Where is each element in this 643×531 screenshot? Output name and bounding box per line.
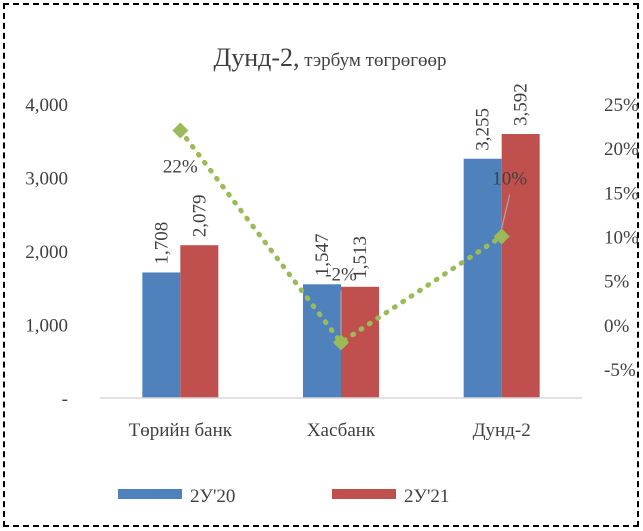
right-axis: -5% 0% 5% 10% 15% 20% 25% — [604, 95, 639, 381]
right-tick-label: 5% — [604, 272, 630, 293]
right-tick-label: 10% — [604, 228, 639, 249]
growth-leader-line — [501, 194, 511, 229]
bar-value-label: 3,592 — [511, 83, 532, 126]
bar-value-label: 1,513 — [350, 236, 371, 279]
left-tick-label: 2,000 — [25, 242, 68, 263]
left-tick-label: 3,000 — [25, 169, 68, 190]
growth-label: -2% — [325, 265, 357, 286]
chart-title: Дунд-2, тэрбум төгрөгөөр — [213, 43, 446, 72]
chart-title-main: Дунд-2, — [213, 43, 299, 72]
chart-title-sub: тэрбум төгрөгөөр — [300, 50, 447, 71]
left-tick-label: - — [62, 389, 68, 410]
left-tick-label: 4,000 — [25, 95, 68, 116]
category-label: Дунд-2 — [473, 420, 531, 441]
growth-label: 10% — [492, 169, 527, 190]
growth-series: 22% -2% 10% — [163, 122, 527, 351]
bar-series1 — [142, 272, 181, 398]
category-label: Хасбанк — [307, 420, 376, 441]
bar-value-label: 2,079 — [189, 194, 210, 237]
bar-series2 — [501, 133, 540, 398]
right-tick-label: 0% — [604, 316, 630, 337]
legend-label: 2У'21 — [404, 486, 449, 507]
bar-value-label: 1,547 — [312, 234, 333, 277]
growth-line — [177, 128, 505, 346]
x-axis-categories: Төрийн банк Хасбанк Дунд-2 — [129, 420, 531, 441]
chart-frame — [3, 3, 639, 527]
left-axis: - 1,000 2,000 3,000 4,000 — [25, 95, 68, 410]
bar-value-label: 1,708 — [151, 222, 172, 265]
left-tick-label: 1,000 — [25, 316, 68, 337]
growth-marker — [493, 228, 510, 245]
bar-value-label: 3,255 — [473, 108, 494, 151]
legend-swatch — [332, 489, 396, 499]
legend-swatch — [118, 489, 182, 499]
growth-marker — [333, 334, 349, 351]
right-tick-label: 15% — [604, 183, 639, 204]
right-tick-label: 20% — [604, 139, 639, 160]
bar-series1 — [463, 158, 502, 398]
right-tick-label: 25% — [604, 95, 639, 116]
legend-label: 2У'20 — [190, 486, 235, 507]
bars: 1,708 1,547 3,255 2,079 1,513 3,592 — [142, 83, 540, 398]
category-label: Төрийн банк — [129, 420, 233, 441]
right-tick-label: -5% — [604, 360, 636, 381]
growth-marker — [172, 122, 189, 139]
growth-label: 22% — [163, 157, 198, 178]
bar-series2 — [180, 245, 219, 398]
legend: 2У'20 2У'21 — [118, 486, 449, 507]
